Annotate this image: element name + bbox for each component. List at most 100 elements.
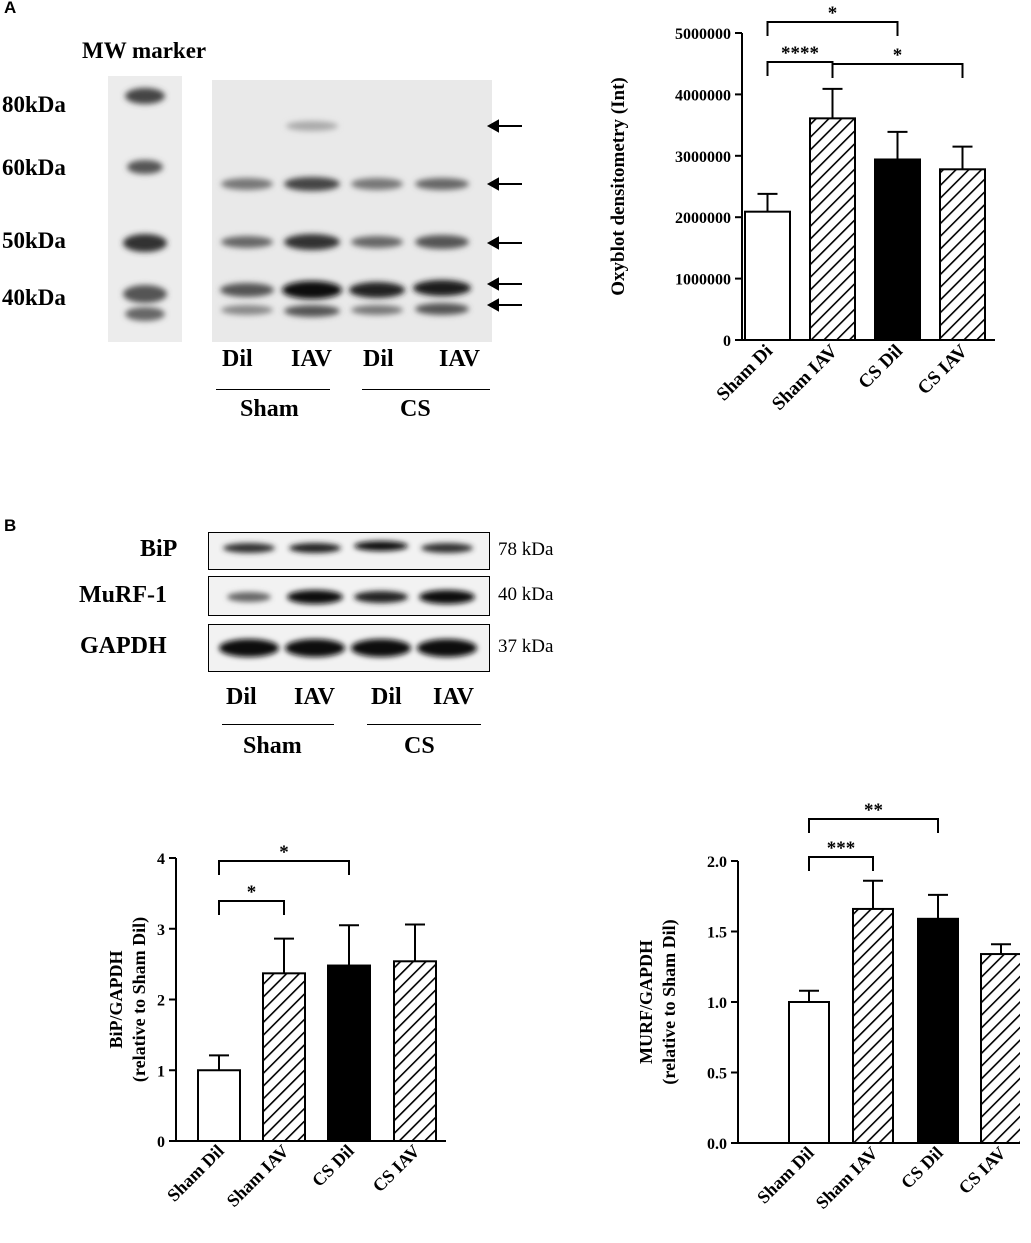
lane-label-dil-1: Dil	[226, 684, 257, 710]
y-tick-label: 4	[157, 851, 165, 868]
lane-label-dil-2: Dil	[371, 684, 402, 710]
group-underline-sham	[216, 389, 330, 390]
band	[415, 178, 469, 190]
bar-sham-dil	[197, 1069, 241, 1142]
lane-label-iav-1: IAV	[294, 684, 335, 710]
group-underline-cs	[362, 389, 490, 390]
marker-label-60: 60kDa	[2, 155, 66, 180]
band	[223, 543, 275, 553]
bar-sham-iav	[262, 972, 306, 1142]
bar-cs-iav	[980, 953, 1020, 1144]
x-tick-label: CS Dil	[897, 1143, 947, 1193]
mw-marker-title: MW marker	[82, 38, 207, 63]
band	[351, 178, 403, 190]
significance-bracket	[218, 900, 285, 915]
oxyblot-image	[108, 76, 522, 342]
lane-label-iav-2: IAV	[439, 346, 480, 372]
significance-label: *	[828, 3, 838, 24]
band	[286, 121, 338, 131]
blot-strip-bip	[208, 532, 490, 570]
y-tick-label: 2	[157, 993, 165, 1010]
band	[284, 177, 340, 191]
lane-label-iav-2: IAV	[433, 684, 474, 710]
band	[417, 639, 477, 657]
blot-row-label-bip: BiP	[140, 536, 178, 562]
marker-label-40: 40kDa	[2, 285, 66, 310]
blot-row-label-murf1: MuRF-1	[79, 582, 167, 608]
y-axis-label: Oxyblot densitometry (Int)	[608, 77, 629, 295]
bar-cs-dil	[327, 964, 371, 1142]
x-tick-label: Sham Dil	[753, 1143, 818, 1208]
band	[351, 305, 403, 315]
band	[221, 305, 273, 315]
bip-bar-chart: 0 1 2 3 4 BiP/GAPDH (relative to Sham Dil) Sham…	[106, 842, 446, 1211]
y-tick-label: 4000000	[675, 87, 731, 104]
significance-label: *	[247, 882, 257, 903]
band	[284, 305, 340, 317]
x-tick-label: CS Dil	[308, 1141, 358, 1191]
blot-size-bip: 78 kDa	[498, 539, 554, 560]
band	[349, 282, 405, 298]
group-underline-cs	[367, 724, 481, 725]
y-axis-label: MURF/GAPDH	[636, 940, 656, 1064]
y-tick-label: 0.5	[707, 1066, 727, 1083]
marker-band-80	[125, 88, 165, 104]
x-tick-label: CS Dil	[854, 341, 907, 394]
y-tick-label: 1.0	[707, 995, 727, 1012]
y-tick-label: 1	[157, 1063, 165, 1080]
group-label-cs: CS	[400, 396, 431, 422]
x-tick-label: Sham IAV	[768, 340, 842, 414]
x-tick-label: CS IAV	[369, 1141, 424, 1196]
significance-bracket	[808, 818, 939, 833]
bar-cs-dil	[874, 158, 921, 341]
significance-label: **	[864, 800, 883, 821]
group-underline-sham	[222, 724, 334, 725]
band	[354, 541, 408, 551]
lane-label-iav-1: IAV	[291, 346, 332, 372]
bar-sham-di	[744, 210, 791, 341]
y-tick-label: 2000000	[675, 210, 731, 227]
significance-bracket	[218, 860, 350, 875]
band	[227, 592, 271, 602]
bar-sham-dil	[788, 1001, 830, 1144]
band	[221, 178, 273, 190]
murf-bar-chart: 0.0 0.5 1.0 1.5 2.0 MURF/GAPDH (relative to Sh…	[636, 800, 1020, 1213]
significance-label: ***	[827, 838, 856, 859]
band	[413, 280, 471, 296]
band	[219, 639, 279, 657]
bar-sham-iav	[852, 907, 894, 1144]
y-tick-label: 3000000	[675, 149, 731, 166]
y-axis-label-secondary: (relative to Sham Dil)	[659, 919, 680, 1084]
band	[415, 303, 469, 315]
band	[419, 590, 475, 604]
y-tick-label: 1000000	[675, 272, 731, 289]
significance-bracket	[831, 63, 964, 78]
band	[285, 639, 345, 657]
sample-lanes	[212, 80, 492, 342]
marker-band-60	[127, 160, 163, 174]
band	[282, 281, 342, 299]
group-label-sham: Sham	[243, 733, 302, 759]
marker-label-50: 50kDa	[2, 228, 66, 253]
marker-band-50	[123, 234, 167, 252]
lane-label-dil-2: Dil	[363, 346, 394, 372]
panel-letter-b: B	[4, 516, 17, 535]
bar-sham-iav	[809, 117, 856, 342]
blot-size-murf1: 40 kDa	[498, 584, 554, 605]
band	[421, 543, 473, 553]
y-axis-label: BiP/GAPDH	[106, 951, 126, 1049]
y-axis-label-secondary: (relative to Sham Dil)	[129, 917, 150, 1082]
significance-bracket	[808, 856, 874, 871]
oxyblot-bar-chart: 0 1000000 2000000 3000000 4000000 5000000 Oxyb…	[608, 3, 995, 415]
y-tick-label: 5000000	[675, 26, 731, 43]
significance-bracket	[766, 61, 834, 76]
band	[415, 235, 469, 249]
group-label-cs: CS	[404, 733, 435, 759]
marker-band-40a	[123, 285, 167, 303]
lane-label-dil-1: Dil	[222, 346, 253, 372]
y-tick-label: 1.5	[707, 925, 727, 942]
y-tick-label: 0	[723, 333, 731, 350]
x-tick-label: Sham IAV	[223, 1141, 293, 1211]
significance-bracket	[766, 21, 899, 36]
band	[351, 236, 403, 248]
